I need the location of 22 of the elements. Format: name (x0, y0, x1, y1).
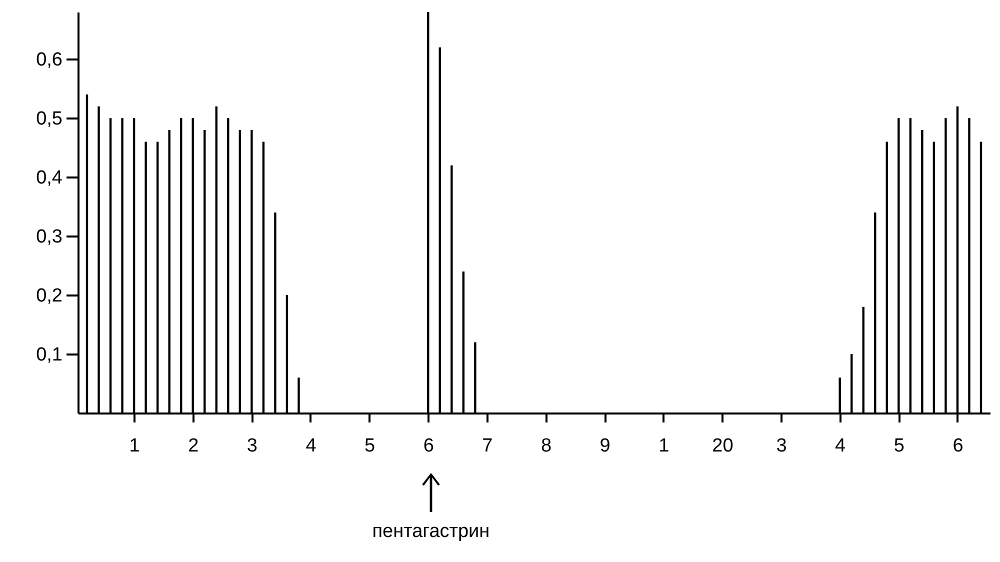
x-tick-label: 4 (835, 436, 846, 456)
x-tick-label: 1 (658, 436, 670, 456)
x-tick-label: 9 (600, 436, 610, 456)
y-tick-label: 0,6 (36, 50, 62, 71)
x-tick-label: 5 (364, 436, 376, 456)
x-tick-label: 3 (776, 436, 787, 456)
y-tick-label: 0,3 (36, 226, 62, 248)
y-tick-label: 0,2 (36, 286, 62, 307)
x-tick-label: 20 (712, 436, 734, 456)
x-tick-label: 8 (540, 436, 552, 456)
x-tick-label: 6 (423, 436, 434, 456)
x-tick-label: 6 (952, 436, 964, 456)
y-tick-label: 0,5 (36, 108, 62, 130)
x-tick-label: 5 (894, 436, 904, 456)
x-tick-label: 3 (246, 436, 258, 456)
x-tick-label: 2 (188, 436, 199, 456)
y-tick-label: 0,4 (36, 168, 63, 189)
x-tick-label: 1 (129, 436, 140, 456)
x-tick-label: 4 (306, 436, 317, 456)
x-tick-label: 7 (482, 436, 493, 456)
text: пентагастрин (372, 521, 490, 542)
y-tick-label: 0,1 (36, 344, 62, 366)
